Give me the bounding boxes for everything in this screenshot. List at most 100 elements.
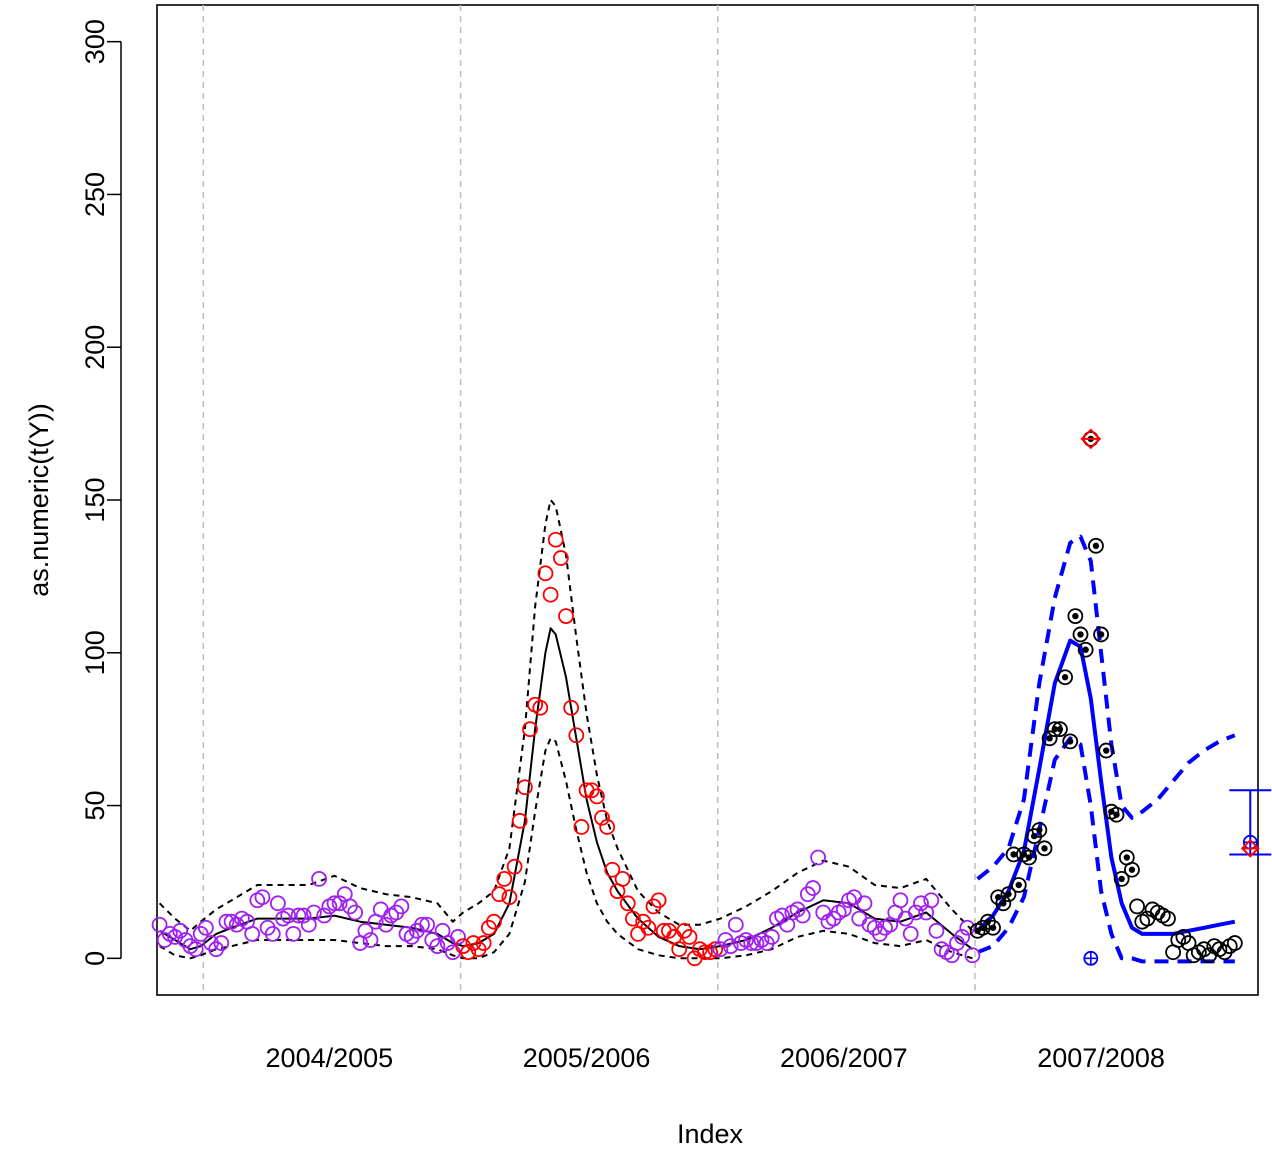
data-point [1185, 947, 1202, 964]
data-point [1098, 742, 1115, 759]
data-point-center [1036, 826, 1043, 834]
data-point [907, 904, 924, 921]
data-point [573, 819, 590, 835]
series-points [151, 430, 1243, 967]
y-tick-label: 200 [80, 325, 110, 370]
data-point [1036, 840, 1053, 857]
data-point [1077, 641, 1094, 658]
data-point [722, 938, 739, 955]
data-point [1093, 626, 1109, 643]
data-point [393, 898, 410, 915]
data-point [527, 696, 544, 713]
data-point [1067, 608, 1084, 625]
data-point [1108, 806, 1125, 823]
data-point [1129, 898, 1145, 915]
data-point [923, 892, 940, 909]
data-point [244, 925, 261, 942]
data-point [743, 935, 760, 951]
data-point [1000, 886, 1017, 903]
data-point-center [1077, 631, 1084, 638]
data-point [985, 919, 1001, 936]
band-line [976, 736, 1235, 964]
data-point [624, 910, 641, 927]
data-point [491, 886, 508, 903]
band-line [158, 499, 974, 932]
data-point [522, 721, 538, 738]
data-point [851, 910, 868, 927]
data-point [1226, 935, 1243, 951]
data-point [964, 947, 981, 964]
data-point-center [1030, 832, 1038, 840]
data-point-center [1092, 542, 1100, 550]
data-point-center [1010, 851, 1017, 858]
y-axis-title: as.numeric(t(Y)) [24, 403, 54, 597]
data-point-center [1097, 631, 1105, 638]
y-axis: 0 50 100 150 200 250 300 [80, 19, 122, 966]
data-point [1062, 733, 1079, 750]
data-point [295, 907, 312, 924]
data-point [614, 870, 631, 887]
data-point [187, 941, 204, 958]
data-point [486, 913, 502, 930]
data-point [928, 922, 945, 939]
x-axis-title: Index [677, 1119, 744, 1149]
data-point [532, 699, 549, 716]
y-tick-label: 300 [80, 19, 110, 64]
data-point [640, 919, 657, 936]
data-point-center [1103, 747, 1110, 754]
data-point [151, 916, 168, 933]
data-point-center [1056, 725, 1064, 733]
data-point [763, 929, 780, 945]
data-point-center [1067, 738, 1074, 745]
data-point [172, 922, 189, 939]
data-point [331, 895, 348, 912]
data-point [1057, 669, 1073, 686]
data-point [681, 929, 698, 945]
data-point [933, 941, 950, 958]
data-point [372, 901, 389, 918]
data-point-center [1123, 854, 1131, 861]
data-point-center [984, 918, 992, 925]
data-point [835, 901, 852, 918]
data-point [306, 904, 322, 921]
data-point [1124, 861, 1140, 878]
data-point [1041, 730, 1058, 747]
data-point [1154, 907, 1171, 924]
x-tick-label: 2004/2005 [266, 1043, 394, 1073]
data-point [1052, 721, 1068, 738]
data-point [357, 922, 374, 939]
data-point [218, 913, 235, 930]
fit-line [159, 627, 974, 951]
data-point [1010, 877, 1027, 893]
data-point [913, 895, 929, 912]
series-lines [158, 499, 1236, 964]
data-point [280, 907, 297, 924]
data-point [475, 935, 492, 951]
data-point [552, 550, 569, 566]
data-point [537, 565, 554, 582]
data-point [727, 916, 744, 933]
data-point [846, 889, 863, 906]
data-point [362, 932, 379, 948]
data-point [712, 941, 729, 958]
data-point [326, 895, 343, 912]
data-point [588, 788, 605, 805]
data-point [1113, 870, 1130, 887]
data-point [254, 889, 271, 906]
y-tick-label: 150 [80, 477, 110, 522]
alarm-markers [1080, 428, 1272, 966]
data-point [1160, 910, 1176, 927]
data-point [501, 889, 518, 906]
data-point [270, 895, 286, 912]
data-point [1031, 822, 1048, 838]
data-point [1005, 846, 1022, 863]
data-point [954, 929, 971, 945]
data-point [249, 892, 266, 909]
y-tick-label: 0 [80, 951, 110, 966]
forecast-alarm-marker [1240, 838, 1260, 858]
data-point [599, 819, 616, 835]
data-point [264, 925, 281, 942]
data-point [429, 938, 446, 955]
data-point-center [1041, 845, 1048, 852]
